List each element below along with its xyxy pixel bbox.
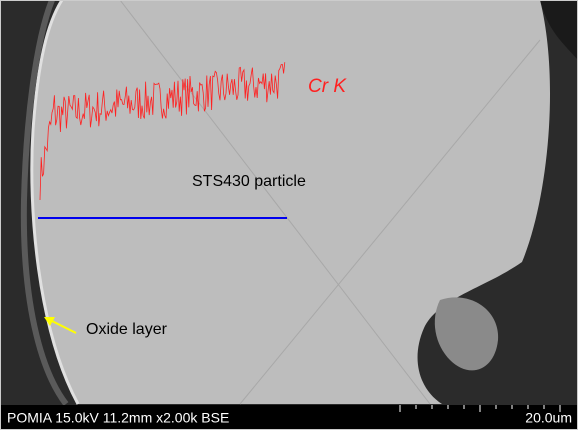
footer-info: POMIA 15.0kV 11.2mm x2.00k BSE: [7, 410, 229, 426]
element-label: Cr K: [308, 76, 347, 97]
particle-label: STS430 particle: [192, 173, 306, 190]
sem-image: Cr K STS430 particle Oxide layer POMIA 1…: [0, 0, 578, 430]
scale-label: 20.0um: [525, 410, 572, 426]
oxide-label: Oxide layer: [86, 321, 168, 338]
